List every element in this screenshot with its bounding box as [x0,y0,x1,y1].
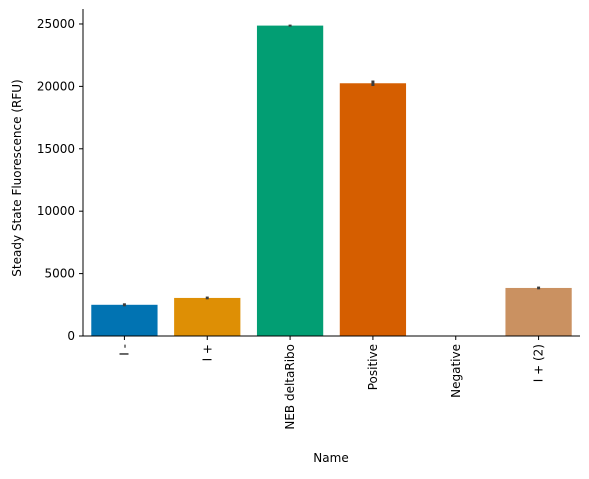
x-tick-label: Positive [366,344,380,390]
y-tick-label: 5000 [44,267,75,281]
bar-5 [505,287,572,336]
y-tick-label: 20000 [37,79,75,93]
y-tick-label: 25000 [37,17,75,31]
axes-layer [82,9,580,337]
errorbars-layer [122,24,541,307]
bar-3 [339,83,407,337]
bar-0 [91,304,158,336]
y-tick-label: 0 [67,329,75,343]
x-tick-label: Negative [449,344,463,398]
y-ticks-layer: 0 5000 10000 15000 20000 25000 [37,17,83,343]
x-axis-label: Name [313,451,348,465]
y-axis-label: Steady State Fluorescence (RFU) [10,79,24,276]
x-tick-label: I + [200,344,214,361]
bar-2 [256,25,324,337]
bars-layer [91,25,572,337]
y-tick-label: 10000 [37,204,75,218]
x-tick-label: NEB deltaRibo [283,344,297,430]
x-tick-label: I - [117,344,131,356]
bar-1 [174,297,241,336]
y-tick-label: 15000 [37,142,75,156]
x-tick-label: I + (2) [532,344,546,382]
x-ticks-layer: I - I + NEB deltaRibo Positive Negative I + (… [117,336,546,430]
